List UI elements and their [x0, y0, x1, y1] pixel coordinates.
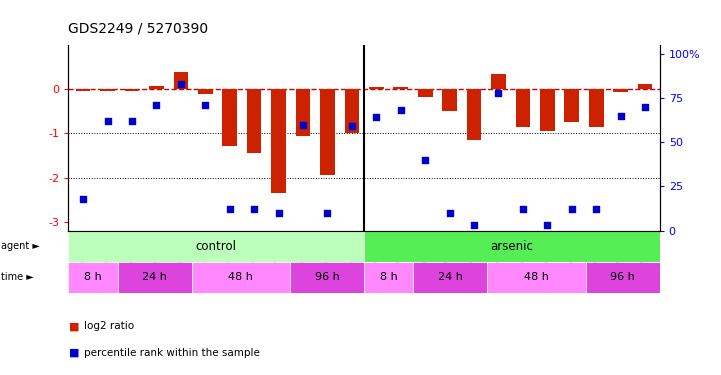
- Point: [322, 210, 333, 216]
- Text: 8 h: 8 h: [380, 272, 397, 282]
- Text: percentile rank within the sample: percentile rank within the sample: [84, 348, 260, 357]
- Bar: [118, 262, 192, 292]
- Bar: [296, 89, 310, 136]
- Text: GDS2249 / 5270390: GDS2249 / 5270390: [68, 22, 208, 36]
- Text: control: control: [196, 240, 236, 253]
- Point: [77, 196, 89, 202]
- Point: [395, 107, 407, 113]
- Text: 96 h: 96 h: [315, 272, 340, 282]
- Text: 24 h: 24 h: [438, 272, 463, 282]
- Text: log2 ratio: log2 ratio: [84, 321, 135, 331]
- Text: 48 h: 48 h: [524, 272, 549, 282]
- Bar: [418, 89, 433, 97]
- Point: [249, 206, 260, 212]
- Text: ■: ■: [68, 321, 79, 331]
- Point: [346, 123, 358, 129]
- Bar: [68, 262, 118, 292]
- Bar: [516, 89, 530, 127]
- Point: [517, 206, 528, 212]
- Point: [590, 206, 602, 212]
- Text: 96 h: 96 h: [611, 272, 635, 282]
- Text: 8 h: 8 h: [84, 272, 102, 282]
- Point: [566, 206, 578, 212]
- Bar: [320, 89, 335, 176]
- Text: arsenic: arsenic: [490, 240, 534, 253]
- Bar: [149, 86, 164, 89]
- Bar: [466, 89, 482, 140]
- Point: [151, 102, 162, 108]
- Bar: [491, 74, 506, 89]
- Bar: [364, 262, 413, 292]
- Bar: [589, 89, 603, 127]
- Point: [200, 102, 211, 108]
- Point: [273, 210, 284, 216]
- Text: time ►: time ►: [1, 272, 34, 282]
- Point: [371, 114, 382, 120]
- Text: agent ►: agent ►: [1, 241, 40, 251]
- Bar: [271, 89, 286, 193]
- Text: 48 h: 48 h: [229, 272, 253, 282]
- Point: [640, 104, 651, 110]
- Point: [102, 118, 113, 124]
- Bar: [290, 262, 364, 292]
- Bar: [565, 89, 579, 122]
- Point: [126, 118, 138, 124]
- Text: ■: ■: [68, 348, 79, 357]
- Bar: [413, 262, 487, 292]
- Bar: [174, 72, 188, 89]
- Point: [175, 81, 187, 87]
- Point: [297, 122, 309, 128]
- Bar: [247, 89, 262, 153]
- Bar: [614, 89, 628, 92]
- Point: [615, 113, 627, 119]
- Point: [468, 222, 479, 228]
- Text: 24 h: 24 h: [142, 272, 167, 282]
- Bar: [68, 231, 364, 262]
- Bar: [442, 89, 457, 111]
- Point: [492, 90, 504, 96]
- Bar: [100, 89, 115, 92]
- Bar: [540, 89, 554, 131]
- Bar: [76, 89, 90, 92]
- Bar: [345, 89, 359, 134]
- Point: [444, 210, 456, 216]
- Point: [420, 157, 431, 163]
- Bar: [638, 84, 653, 89]
- Bar: [192, 262, 290, 292]
- Point: [224, 206, 236, 212]
- Bar: [222, 89, 237, 146]
- Bar: [125, 89, 139, 92]
- Bar: [585, 262, 660, 292]
- Bar: [369, 87, 384, 89]
- Bar: [198, 89, 213, 94]
- Bar: [487, 262, 585, 292]
- Point: [541, 222, 553, 228]
- Bar: [394, 87, 408, 89]
- Bar: [364, 231, 660, 262]
